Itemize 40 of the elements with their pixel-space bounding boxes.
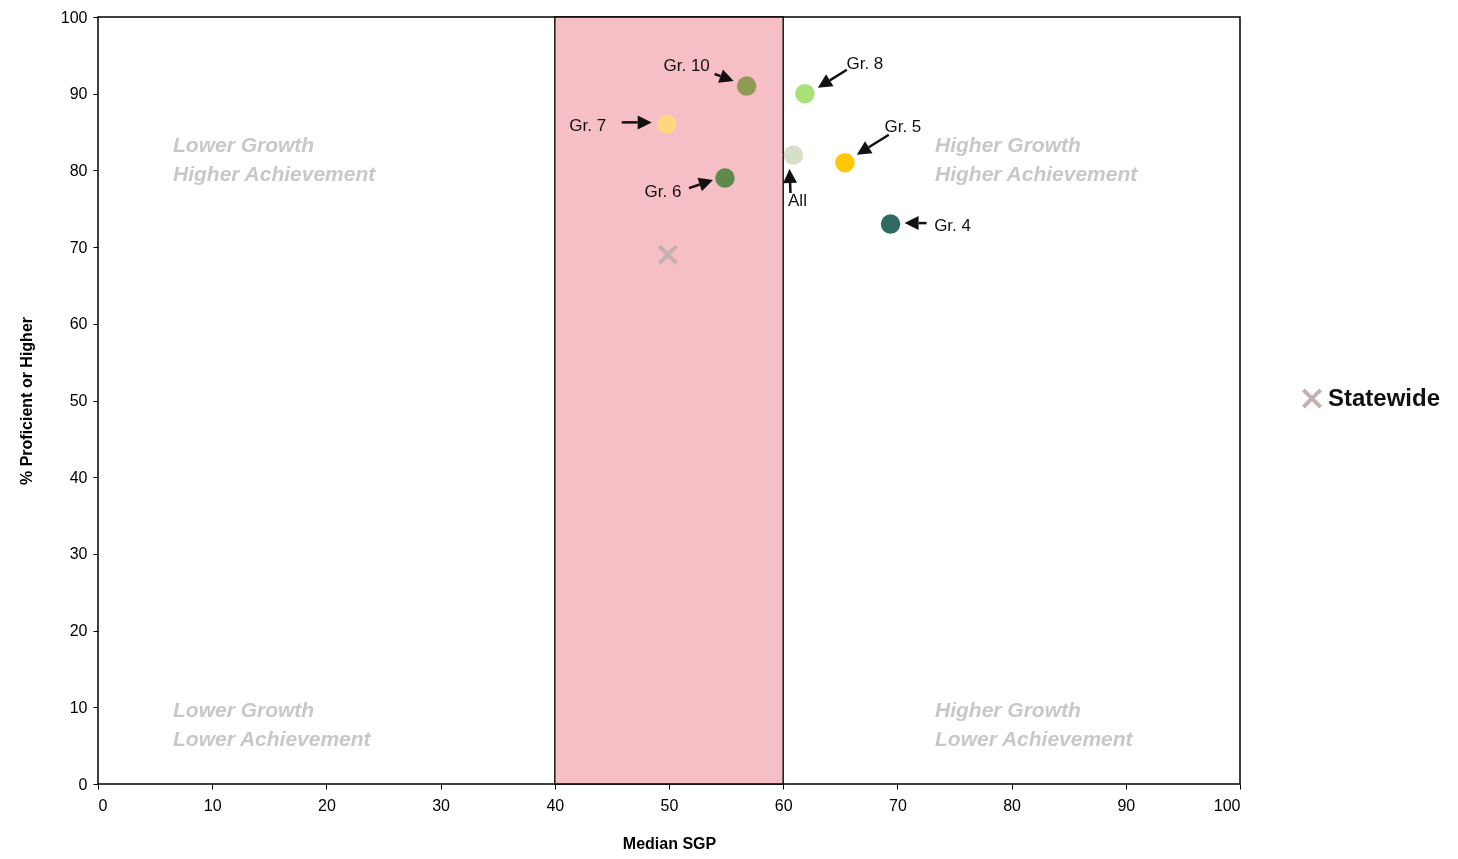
series-label: All bbox=[788, 191, 807, 211]
y-tick-label: 10 bbox=[69, 698, 88, 716]
x-tick-label: 70 bbox=[889, 796, 907, 814]
text: Gr. 6 bbox=[644, 182, 682, 202]
x-tick-label: 80 bbox=[1003, 796, 1022, 814]
series-label: Gr. 4 bbox=[934, 216, 971, 236]
y-tick-label: 90 bbox=[69, 85, 88, 103]
y-tick-label: 50 bbox=[69, 392, 88, 409]
text: Gr. 5 bbox=[884, 116, 922, 136]
point bbox=[783, 145, 804, 165]
series-label: Gr. 10 bbox=[663, 56, 710, 76]
y-tick-label: 60 bbox=[69, 315, 88, 333]
point bbox=[715, 168, 735, 188]
x-tick-label: 30 bbox=[432, 796, 451, 814]
legend-label: Statewide bbox=[1328, 383, 1441, 411]
x-tick-label: 40 bbox=[546, 796, 565, 814]
y-axis-title: % Proficient or Higher bbox=[17, 316, 35, 486]
x-tick-label: 20 bbox=[318, 796, 336, 814]
x-tick-label: 0 bbox=[98, 796, 108, 814]
x-tick-label: 10 bbox=[203, 796, 222, 814]
point bbox=[736, 76, 757, 96]
point bbox=[880, 214, 901, 234]
point bbox=[657, 244, 679, 266]
y-tick-label: 0 bbox=[78, 775, 88, 793]
y-tick-label: 40 bbox=[69, 468, 88, 486]
y-tick-label: 20 bbox=[69, 622, 88, 640]
point bbox=[835, 153, 855, 173]
x-tick-label: 90 bbox=[1117, 796, 1136, 814]
x-tick-label: 50 bbox=[660, 796, 679, 814]
x-axis-title: Median SGP bbox=[622, 834, 717, 852]
point bbox=[795, 83, 815, 104]
y-tick-label: 80 bbox=[69, 161, 88, 179]
y-tick-label: 70 bbox=[69, 238, 88, 256]
point bbox=[656, 114, 677, 135]
y-tick-label: 30 bbox=[69, 545, 88, 563]
y-tick-label: 100 bbox=[60, 8, 88, 26]
x-tick-label: 100 bbox=[1213, 796, 1241, 814]
x-tick-label: 60 bbox=[774, 796, 793, 814]
text: Gr. 7 bbox=[569, 116, 607, 136]
text: Gr. 8 bbox=[846, 53, 884, 73]
